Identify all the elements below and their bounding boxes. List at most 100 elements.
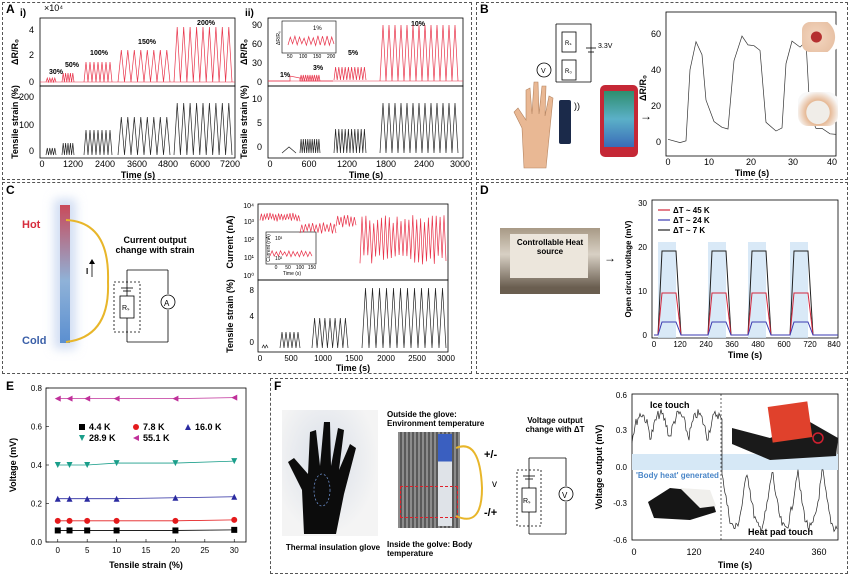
- b-grip-photo-2: [798, 92, 838, 126]
- d-legend-1: ΔT ~ 24 K: [673, 216, 710, 225]
- f-xlabel: Time (s): [718, 560, 752, 570]
- c-ytick-top-1: 10¹: [244, 255, 255, 262]
- a-ii-ylabel-top: ΔR/R₀: [239, 39, 249, 65]
- f-heat-pad: Heat pad touch: [748, 527, 813, 537]
- panel-a-label: A: [6, 2, 15, 16]
- e-point-1-1: [66, 517, 73, 524]
- c-strain-1: [261, 344, 269, 349]
- a-ii-ytick-top-0: 0: [257, 77, 262, 87]
- c-inset-trace: [269, 249, 313, 258]
- a-i-ytick-top-2: 4: [29, 25, 34, 35]
- b-circuit: [536, 23, 596, 83]
- f-v-label: V: [562, 491, 568, 500]
- panel-c: [2, 182, 472, 374]
- a-i-trace-50: [61, 72, 75, 83]
- e-legend-marker-3: [79, 435, 85, 441]
- b-trace-line: [667, 35, 837, 143]
- a-i-ytick-bot-2: 200: [19, 92, 34, 102]
- c-trace-4: [359, 215, 447, 265]
- d-ytick-1: 10: [638, 287, 647, 296]
- a-i-traces: [40, 26, 235, 156]
- c-xtick-3: 1500: [345, 354, 363, 363]
- c-ytick-bot-2: 8: [250, 286, 255, 295]
- a-ii-ytick-bot-2: 10: [252, 94, 262, 104]
- panel-d: [476, 182, 848, 374]
- a-i-axes: 0 2 4 0 100 200 ΔR/R₀ Tensile strain (%)…: [10, 17, 240, 180]
- phone-photo: [600, 85, 638, 157]
- f-body-heat: 'Body heat' generated: [636, 471, 719, 480]
- e-point-4-3: [113, 395, 120, 402]
- a-i-ylabel-bottom: Tensile strain (%): [10, 85, 20, 159]
- f-diagram: +/- v -/+ Rₛ V: [455, 445, 574, 535]
- f-blue-strip: [438, 434, 452, 526]
- panel-a-sub-i: i): [20, 8, 27, 19]
- d-ylabel: Open circuit voltage (mV): [624, 220, 633, 317]
- e-legend-label-1: 7.8 K: [143, 422, 165, 432]
- panel-b: [476, 2, 848, 180]
- a-ii-ytick-top-1: 30: [252, 58, 262, 68]
- a-i-xtick-5: 6000: [190, 159, 210, 169]
- e-point-1-4: [172, 517, 179, 524]
- a-i-xtick-3: 3600: [127, 159, 147, 169]
- a-ii-strain-5: [333, 128, 367, 154]
- c-i-label: I: [86, 267, 88, 276]
- a-ii-strain-1: [281, 146, 297, 154]
- c-inset-xtick-0: 0: [275, 265, 278, 271]
- a-i-xtick-2: 2400: [95, 159, 115, 169]
- f-trace: [631, 409, 838, 533]
- f-ytick-2: 0.0: [616, 463, 628, 472]
- e-point-2-5: [231, 493, 238, 500]
- a-i-ytick-top-1: 2: [29, 50, 34, 60]
- a-i-xtick-6: 7200: [220, 159, 240, 169]
- c-ytick-top-4: 10⁴: [243, 203, 254, 210]
- c-traces: [259, 212, 447, 349]
- e-ytick-3: 0.6: [31, 423, 43, 432]
- e-point-0-1: [66, 527, 73, 534]
- c-ammeter: A: [164, 299, 170, 308]
- d-xlabel: Time (s): [728, 350, 762, 360]
- e-ytick-1: 0.2: [31, 500, 43, 509]
- f-glove-caption: Thermal insulation glove: [285, 543, 381, 552]
- c-xtick-0: 0: [258, 354, 263, 363]
- d-arrow-icon: →: [604, 251, 616, 265]
- d-heat-band-1: [708, 242, 726, 338]
- f-rs: Rₛ: [523, 498, 531, 505]
- f-ytick-0: -0.6: [613, 536, 627, 545]
- e-xtick-4: 20: [171, 546, 180, 555]
- c-diagram: I A Rₛ: [65, 219, 176, 343]
- a-ii-xlabel: Time (s): [349, 170, 383, 180]
- a-ii-inset-tick-0: 50: [287, 54, 293, 60]
- e-point-2-0: [54, 495, 61, 502]
- hand-photo: [510, 68, 558, 169]
- f-heat-pad-photo: [732, 401, 838, 460]
- e-point-0-2: [84, 527, 91, 534]
- e-ticks: 0 5 10 15 20 25 30 0.0 0.2 0.4 0.6 0.8: [31, 384, 239, 555]
- panel-e-label: E: [6, 379, 15, 393]
- e-series-line-4: [57, 397, 235, 399]
- f-ytick-1: -0.3: [613, 499, 627, 508]
- e-point-1-5: [231, 516, 238, 523]
- f-glove-photo: [282, 410, 378, 536]
- f-xtick-0: 0: [631, 547, 636, 557]
- panel-a-sub-ii: ii): [245, 8, 254, 19]
- f-ytick-4: 0.6: [616, 391, 628, 400]
- e-xtick-2: 10: [112, 546, 121, 555]
- a-ii-inset-tick-3: 200: [327, 54, 336, 60]
- panel-c-chart: 10⁰ 10¹ 10² 10³ 10⁴ 0 4 8 Current (nA) T…: [225, 203, 455, 373]
- b-xtick-2: 20: [746, 157, 756, 167]
- e-legend-label-2: 16.0 K: [195, 422, 222, 432]
- e-point-3-5: [231, 458, 238, 465]
- c-xlabel: Time (s): [336, 363, 370, 373]
- e-legend: 4.4 K 7.8 K 16.0 K 28.9 K 55.1 K: [79, 422, 222, 443]
- b-ytick-3: 60: [651, 29, 661, 39]
- e-point-3-2: [84, 462, 91, 468]
- c-ytick-bot-0: 0: [250, 338, 255, 347]
- a-i-xtick-1: 1200: [63, 159, 83, 169]
- b-grip-photo-1: [802, 22, 838, 52]
- b-r-label-2: R₀: [565, 69, 572, 75]
- a-i-strain-100: 100%: [90, 50, 109, 57]
- e-ytick-4: 0.8: [31, 384, 43, 393]
- panel-d-label: D: [480, 183, 489, 197]
- e-series-line-2: [57, 496, 235, 500]
- a-i-strain-200: 200%: [197, 20, 216, 27]
